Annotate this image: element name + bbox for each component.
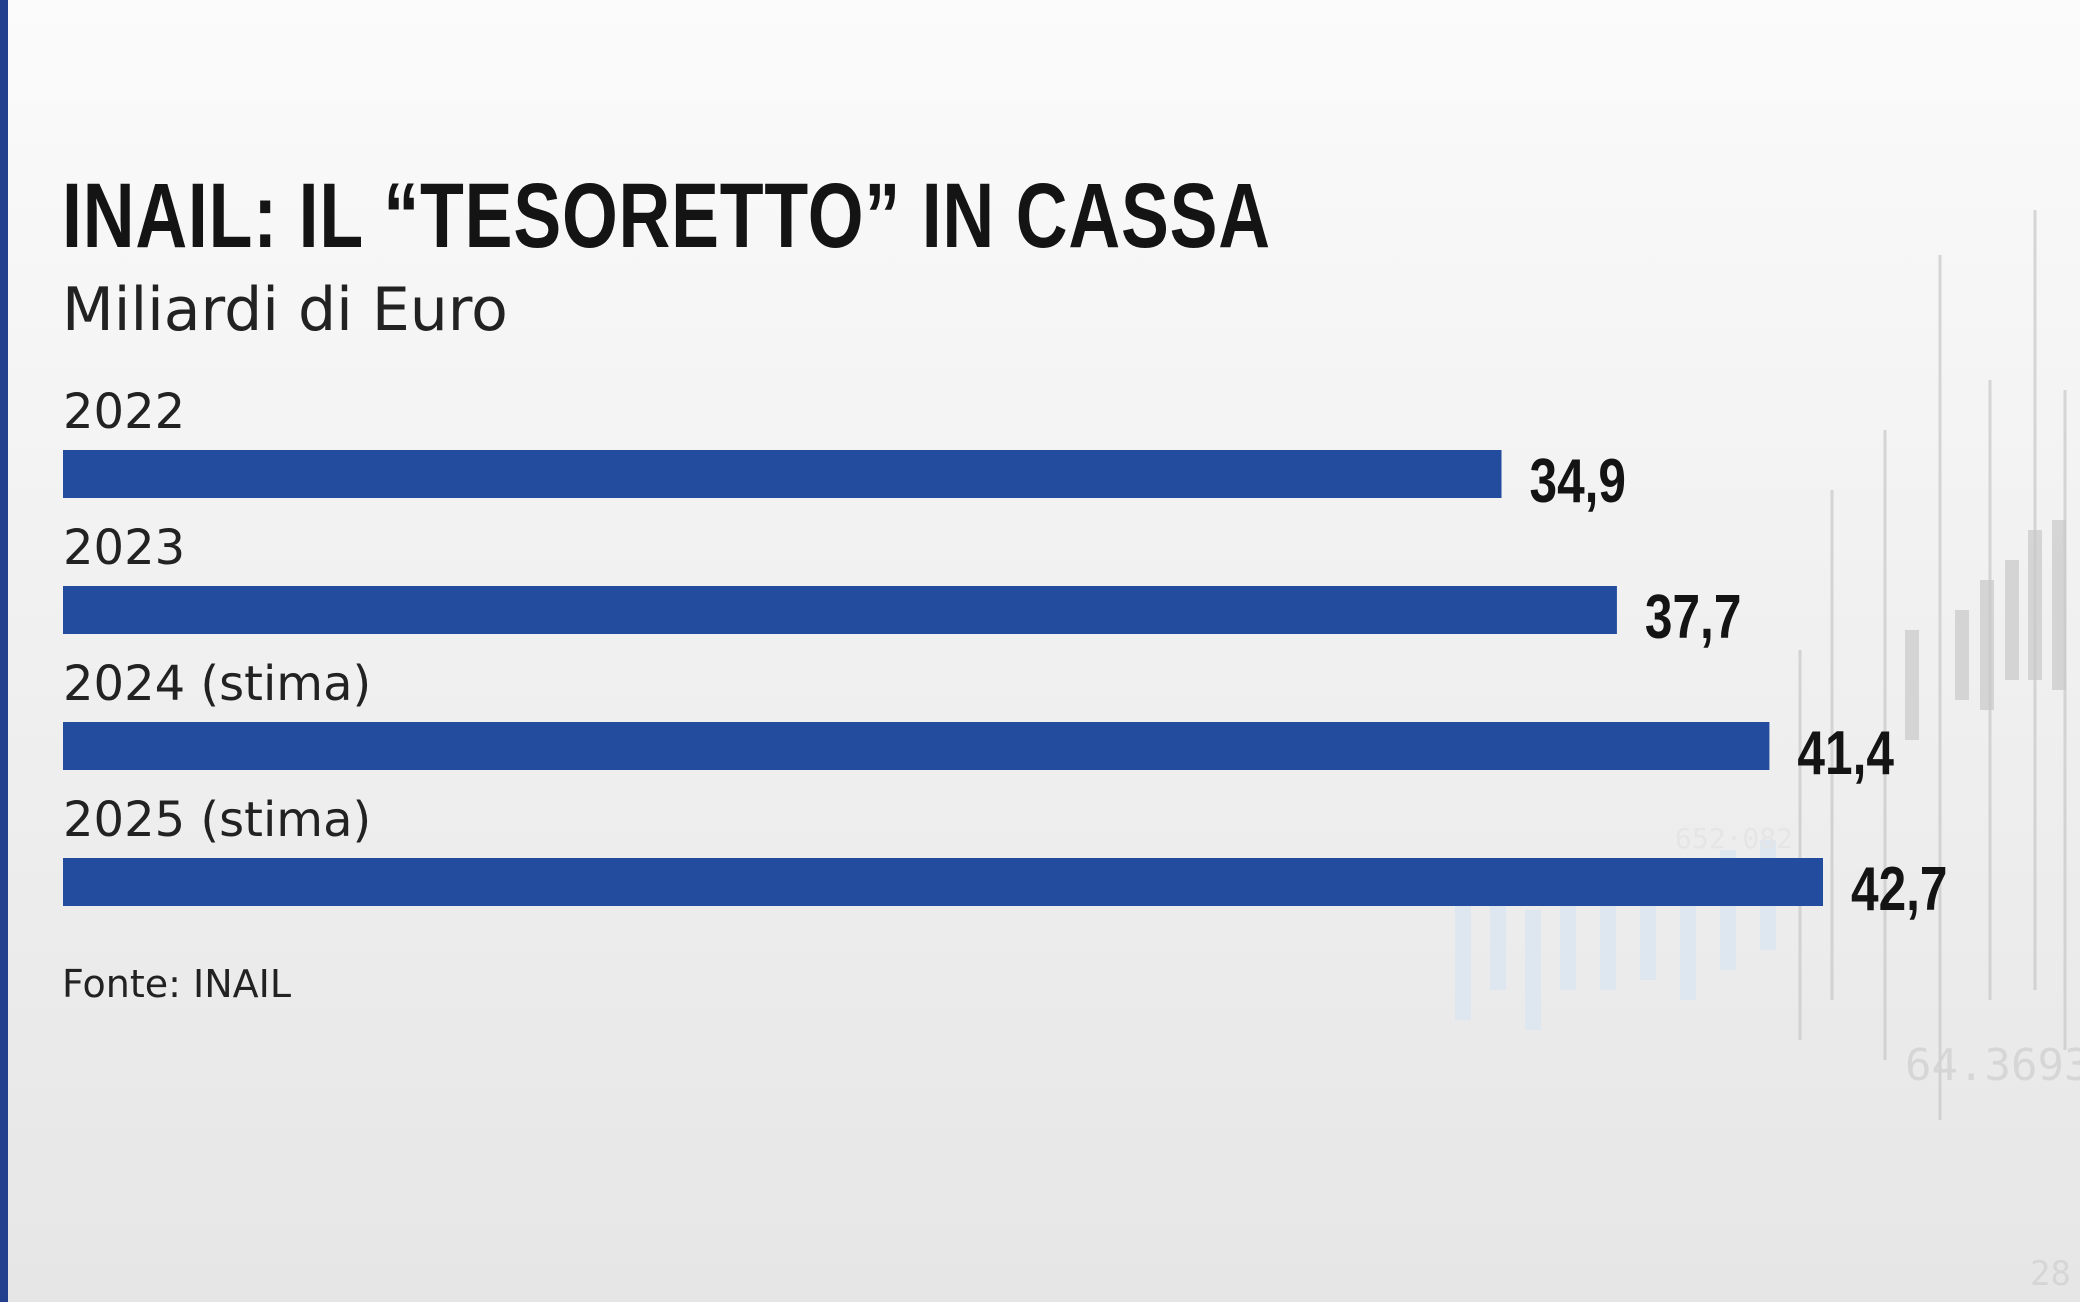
category-label: 2022 bbox=[63, 384, 185, 440]
bar bbox=[63, 450, 1502, 498]
value-label: 41,4 bbox=[1797, 718, 1894, 788]
bar bbox=[63, 858, 1823, 906]
bar bbox=[63, 722, 1770, 770]
svg-text:28: 28 bbox=[2030, 1254, 2071, 1294]
value-label: 42,7 bbox=[1851, 854, 1948, 924]
value-label: 34,9 bbox=[1530, 446, 1627, 516]
value-label: 37,7 bbox=[1645, 582, 1742, 652]
source-note: Fonte: INAIL bbox=[62, 962, 292, 1006]
svg-text:652·082: 652·082 bbox=[1675, 822, 1793, 855]
bar bbox=[63, 586, 1617, 634]
chart-subtitle: Miliardi di Euro bbox=[62, 275, 508, 345]
chart-title: INAIL: IL “TESORETTO” IN CASSA bbox=[62, 165, 1271, 267]
accent-strip bbox=[0, 0, 8, 1302]
category-label: 2025 (stima) bbox=[63, 792, 371, 848]
category-label: 2023 bbox=[63, 520, 185, 576]
svg-text:64.3693: 64.3693 bbox=[1905, 1040, 2080, 1091]
category-label: 2024 (stima) bbox=[63, 656, 371, 712]
